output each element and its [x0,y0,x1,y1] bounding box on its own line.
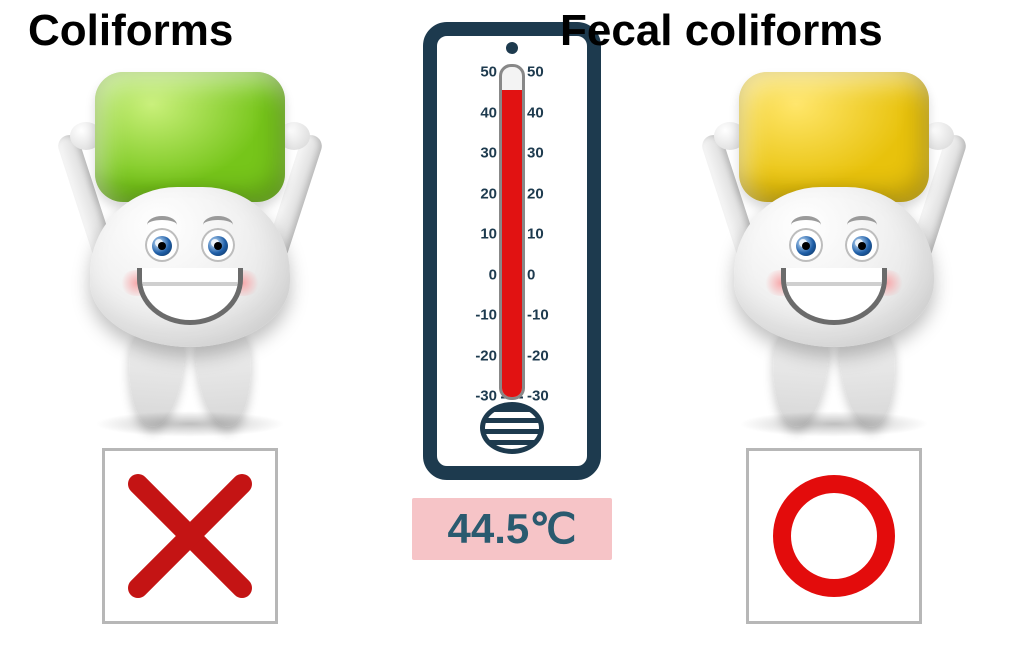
eye-icon [845,228,879,262]
thermometer-screw-icon [506,42,518,54]
tooth-shadow [95,411,285,437]
right-tooth-character [704,72,964,412]
thermometer-scale-left: 50403020100-10-20-30 [443,72,497,396]
left-result-box [102,448,278,624]
tooth-face [759,222,909,332]
thermometer-tube [499,64,525,400]
right-title: Fecal coliforms [560,6,883,56]
tooth-shadow [739,411,929,437]
thermometer-scale-right: 50403020100-10-20-30 [527,72,581,396]
thermometer-bulb-icon [480,402,544,454]
eye-icon [201,228,235,262]
left-tooth-character [60,72,320,412]
cross-icon [120,466,260,606]
temperature-label: 44.5℃ [412,498,612,560]
mouth-icon [137,268,243,325]
eye-icon [789,228,823,262]
right-result-box [746,448,922,624]
mouth-icon [781,268,887,325]
tooth-face [115,222,265,332]
thermometer-body: 50403020100-10-20-30 50403020100-10-20-3… [423,22,601,480]
eye-icon [145,228,179,262]
thermometer-mercury [502,90,522,397]
left-title: Coliforms [28,6,233,56]
thermometer: 50403020100-10-20-30 50403020100-10-20-3… [407,22,617,560]
circle-icon [764,466,904,606]
right-sign-board [739,72,929,202]
left-sign-board [95,72,285,202]
